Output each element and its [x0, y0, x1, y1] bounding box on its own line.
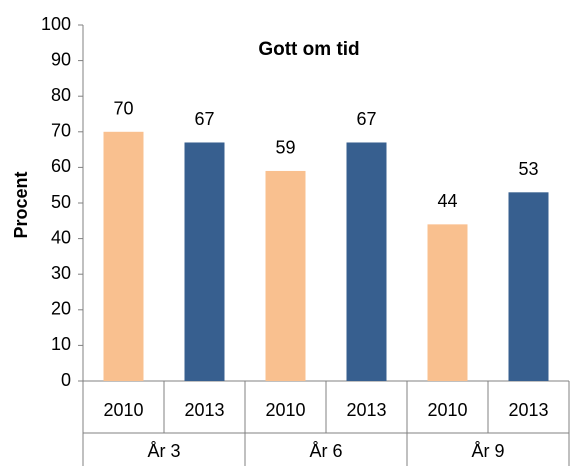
- y-tick-label: 40: [51, 227, 71, 247]
- chart-title: Gott om tid: [258, 39, 359, 60]
- x-tick-label: 2010: [427, 400, 467, 420]
- x-tick-label: 2010: [103, 400, 143, 420]
- data-label: 70: [113, 99, 133, 119]
- bar: [508, 192, 549, 381]
- y-tick-label: 50: [51, 192, 71, 212]
- group-label: År 9: [471, 441, 504, 461]
- y-tick-label: 80: [51, 85, 71, 105]
- data-label: 59: [275, 138, 295, 158]
- y-tick-label: 10: [51, 334, 71, 354]
- y-tick-label: 70: [51, 121, 71, 141]
- x-tick-label: 2013: [346, 400, 386, 420]
- y-tick-label: 90: [51, 49, 71, 69]
- y-tick-label: 30: [51, 263, 71, 283]
- data-label: 67: [356, 109, 376, 129]
- bar: [427, 224, 468, 381]
- group-label: År 6: [309, 441, 342, 461]
- group-label: År 3: [147, 441, 180, 461]
- data-label: 44: [437, 191, 457, 211]
- bar: [103, 131, 144, 381]
- data-label: 53: [518, 159, 538, 179]
- x-tick-label: 2010: [265, 400, 305, 420]
- bar: [184, 142, 225, 381]
- x-tick-label: 2013: [184, 400, 224, 420]
- y-tick-label: 20: [51, 299, 71, 319]
- x-tick-label: 2013: [508, 400, 548, 420]
- bar: [346, 142, 387, 381]
- y-axis-label: Procent: [11, 171, 31, 238]
- y-tick-label: 100: [41, 14, 71, 34]
- data-label: 67: [194, 109, 214, 129]
- y-tick-label: 60: [51, 156, 71, 176]
- bar: [265, 170, 306, 381]
- y-tick-label: 0: [61, 370, 71, 390]
